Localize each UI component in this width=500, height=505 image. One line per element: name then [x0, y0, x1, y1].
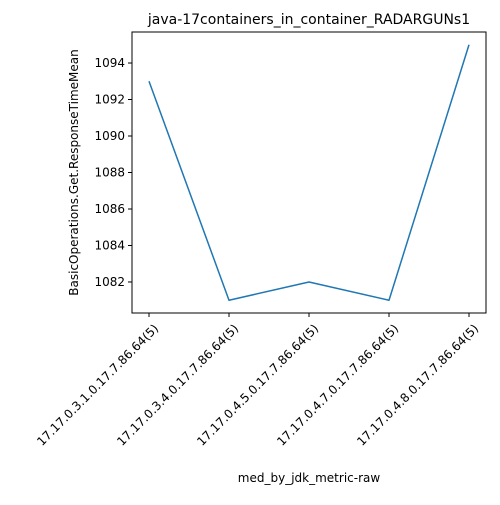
y-tick-label: 1092: [94, 93, 125, 107]
y-tick-label: 1094: [94, 56, 125, 70]
y-tick-label: 1090: [94, 129, 125, 143]
y-tick-label: 1084: [94, 238, 125, 252]
x-axis-label: med_by_jdk_metric-raw: [238, 471, 381, 485]
y-axis-label: BasicOperations.Get.ResponseTimeMean: [67, 49, 81, 295]
chart-title: java-17containers_in_container_RADARGUNs…: [147, 12, 470, 28]
y-tick-label: 1086: [94, 202, 125, 216]
y-tick-label: 1088: [94, 166, 125, 180]
y-tick-label: 1082: [94, 275, 125, 289]
